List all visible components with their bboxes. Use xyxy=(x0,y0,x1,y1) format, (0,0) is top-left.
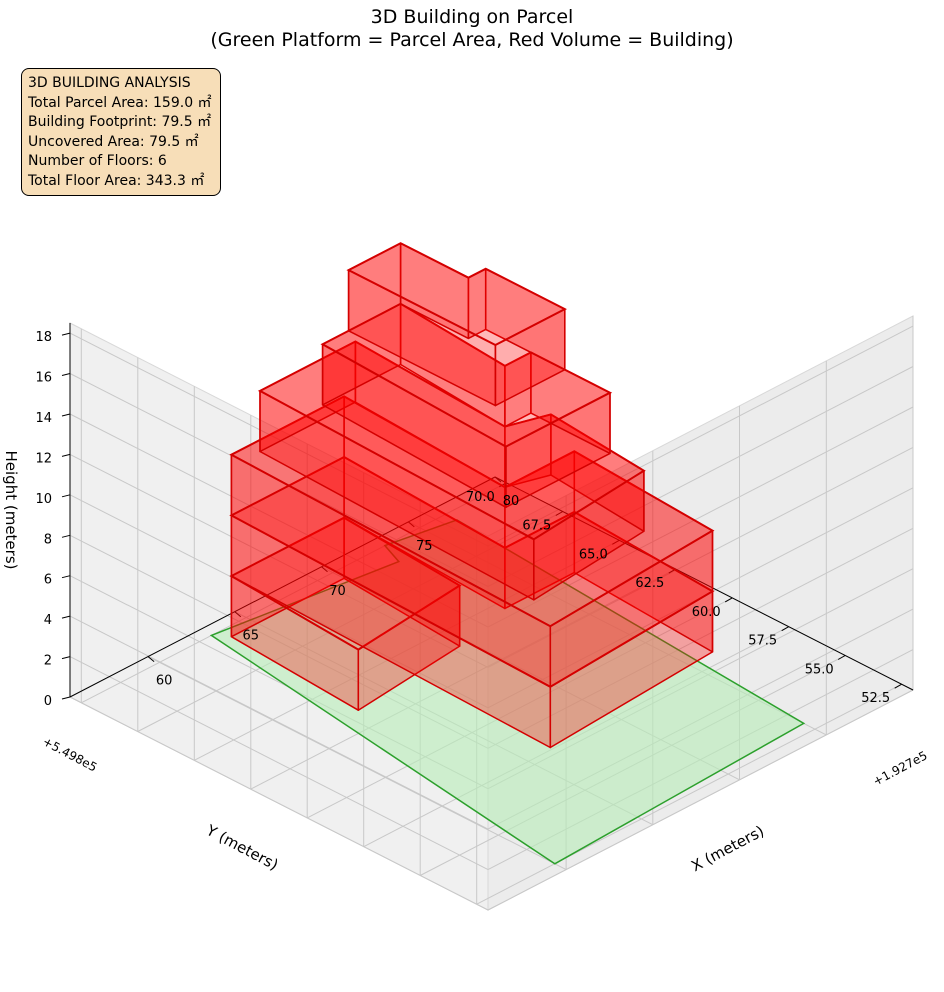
x-axis-label: X (meters) xyxy=(688,822,767,875)
z-tick-label: 16 xyxy=(35,371,52,386)
y-tick xyxy=(724,597,733,603)
y-tick-label: 52.5 xyxy=(861,691,890,706)
axes xyxy=(61,323,914,700)
z-tick xyxy=(61,696,71,700)
y-offset-label: +5.498e5 xyxy=(40,734,99,774)
info-box-title: 3D BUILDING ANALYSIS xyxy=(28,75,191,91)
grid-line-z-left xyxy=(69,615,489,830)
grid-line-y-floor xyxy=(476,683,902,905)
z-tick xyxy=(61,534,71,538)
x-tick-label: 60 xyxy=(156,674,173,689)
z-tick xyxy=(61,494,71,498)
z-tick-label: 2 xyxy=(44,654,52,669)
grid-line-x-floor xyxy=(147,656,567,871)
grid-line-z-left xyxy=(69,696,489,911)
z-tick-label: 12 xyxy=(35,451,52,466)
x-axis-line xyxy=(69,476,496,698)
z-tick-label: 10 xyxy=(35,492,52,507)
z-tick-label: 6 xyxy=(44,573,52,588)
parcel-polygon xyxy=(209,519,806,865)
info-number-of-floors: Number of Floors: 6 xyxy=(28,153,167,169)
y-tick xyxy=(894,683,902,689)
building-floor-top xyxy=(346,242,567,347)
y-tick xyxy=(555,511,564,516)
z-tick xyxy=(61,413,71,417)
x-tick xyxy=(147,656,155,662)
grid-line-z-right xyxy=(487,689,914,911)
building-floor-5 xyxy=(320,302,613,509)
y-tick-label: 55.0 xyxy=(805,663,834,678)
info-building-footprint: Building Footprint: 79.5 ㎡ xyxy=(28,114,212,130)
grid-line-z-right xyxy=(487,366,914,587)
grid-line-z-left xyxy=(69,332,489,547)
y-axis-line xyxy=(494,476,914,691)
y-tick-label: 70.0 xyxy=(466,490,495,505)
building-volume xyxy=(229,242,715,749)
y-tick-label: 65.0 xyxy=(579,547,608,562)
building-floor-top xyxy=(320,302,613,448)
building-floor-2 xyxy=(229,455,715,749)
z-tick-label: 8 xyxy=(44,532,52,547)
info-total-parcel-area: Total Parcel Area: 159.0 ㎡ xyxy=(28,94,212,111)
x-tick-label: 75 xyxy=(416,539,433,554)
y-tick xyxy=(781,626,789,632)
x-tick xyxy=(321,566,328,573)
z-tick-label: 0 xyxy=(44,694,52,709)
z-tick xyxy=(61,332,71,336)
chart-title: 3D Building on Parcel (Green Platform = … xyxy=(0,6,944,52)
z-tick xyxy=(61,615,71,619)
parcel-platform xyxy=(209,519,806,865)
chart-title-line-2: (Green Platform = Parcel Area, Red Volum… xyxy=(210,29,734,51)
z-axis-label: Height (meters) xyxy=(2,451,20,570)
x-offset-label: +1.927e5 xyxy=(871,748,930,788)
z-tick xyxy=(61,575,71,579)
y-tick-label: 60.0 xyxy=(692,605,721,620)
z-tick xyxy=(61,656,71,660)
building-floor-1 xyxy=(229,516,462,711)
y-tick-label: 62.5 xyxy=(635,576,664,591)
z-tick xyxy=(61,453,71,457)
grid-line-z-left xyxy=(69,656,489,871)
y-axis-label: Y (meters) xyxy=(203,821,282,874)
y-tick xyxy=(837,655,846,660)
x-tick-label: 80 xyxy=(503,494,520,509)
building-floor-4 xyxy=(257,340,646,601)
info-uncovered-area: Uncovered Area: 79.5 ㎡ xyxy=(28,133,199,150)
z-tick-label: 14 xyxy=(35,411,52,426)
x-tick-label: 65 xyxy=(243,629,260,644)
analysis-info-box: 3D BUILDING ANALYSIS Total Parcel Area: … xyxy=(21,68,221,196)
z-tick-label: 18 xyxy=(35,330,52,345)
x-tick xyxy=(407,521,415,528)
y-tick xyxy=(612,539,620,545)
y-tick-label: 67.5 xyxy=(522,519,551,534)
building-floor-6 xyxy=(346,242,567,407)
x-tick xyxy=(494,476,502,483)
chart-title-line-1: 3D Building on Parcel xyxy=(370,6,574,28)
x-tick xyxy=(234,611,242,618)
info-total-floor-area: Total Floor Area: 343.3 ㎡ xyxy=(28,172,205,189)
y-tick-label: 57.5 xyxy=(748,634,777,649)
z-tick xyxy=(61,373,71,376)
x-tick-label: 70 xyxy=(329,584,346,599)
z-tick-label: 4 xyxy=(44,613,52,628)
